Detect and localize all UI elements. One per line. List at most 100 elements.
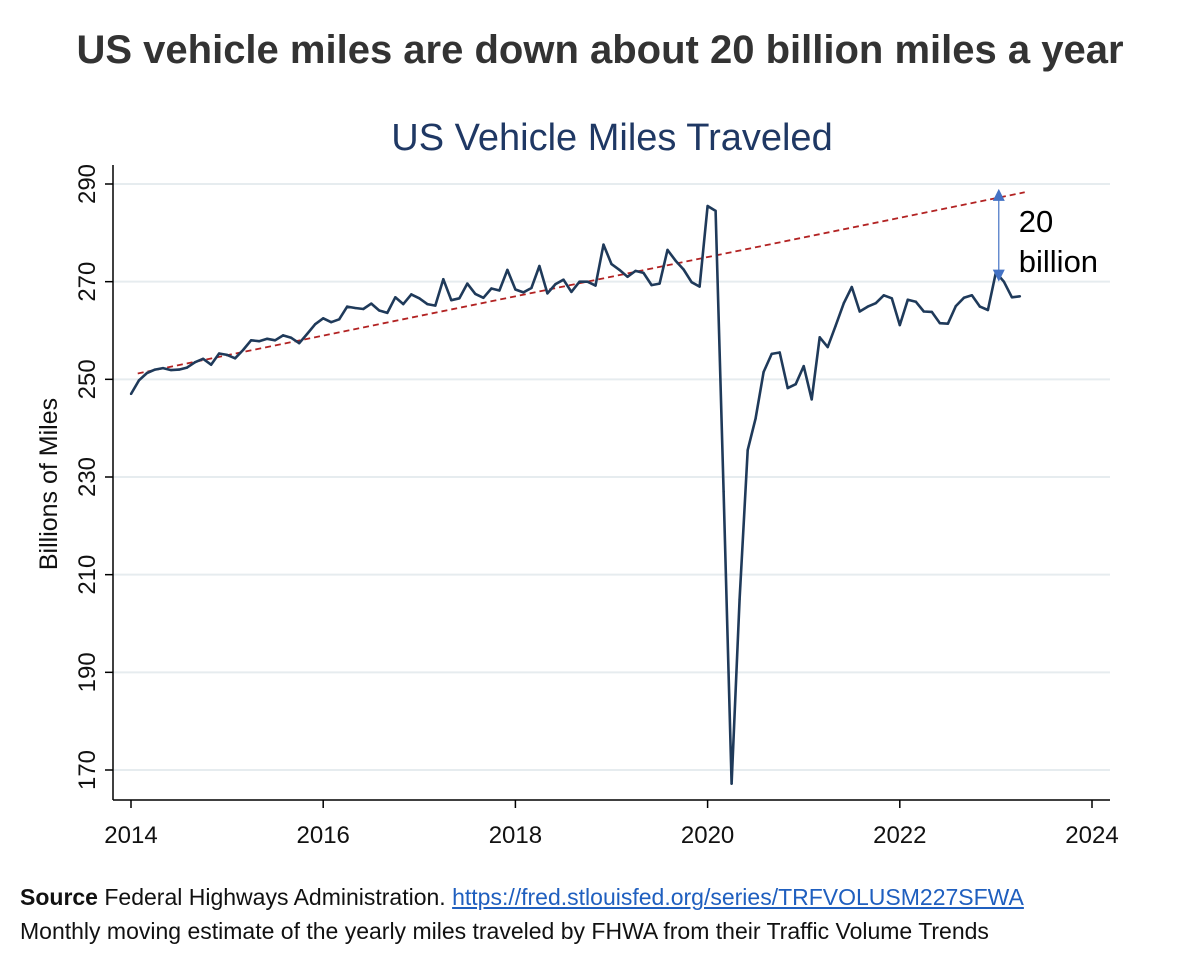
data-point <box>1002 280 1006 283</box>
data-point <box>177 368 181 371</box>
data-point <box>225 353 229 357</box>
data-point <box>786 386 789 390</box>
data-point <box>658 282 661 285</box>
data-point <box>394 296 397 299</box>
data-point <box>370 302 373 305</box>
data-point <box>746 448 749 452</box>
data-point <box>882 294 885 297</box>
data-point <box>930 310 934 314</box>
data-point <box>586 280 589 283</box>
data-point <box>626 275 629 278</box>
data-point <box>273 339 277 342</box>
data-point <box>594 284 597 287</box>
y-tick-label-290: 290 <box>74 164 101 204</box>
data-point <box>305 332 309 336</box>
data-point <box>706 204 709 208</box>
y-tick-label-270: 270 <box>74 262 101 302</box>
x-tick-label-2022: 2022 <box>873 822 926 849</box>
gridlines <box>113 183 1110 771</box>
data-point <box>265 337 269 341</box>
data-point <box>362 307 365 311</box>
annotation-arrow-head-down <box>992 269 1005 282</box>
data-point <box>474 292 477 296</box>
data-point <box>674 259 677 262</box>
annotation-label-line: billion <box>1019 244 1098 279</box>
data-point <box>850 285 853 289</box>
data-point <box>185 366 189 369</box>
data-point <box>506 268 509 272</box>
data-point <box>338 318 341 321</box>
data-point <box>241 348 245 352</box>
y-tick-label-250: 250 <box>74 359 101 399</box>
data-point <box>386 311 389 315</box>
data-point <box>426 302 429 306</box>
y-tick-label-230: 230 <box>74 457 101 497</box>
series-line-0 <box>129 204 1021 786</box>
data-point <box>322 317 325 320</box>
data-point <box>858 310 861 313</box>
data-point <box>482 296 485 299</box>
y-tick-label-210: 210 <box>74 555 101 595</box>
data-point <box>578 280 581 283</box>
data-point <box>169 368 173 372</box>
data-point <box>514 288 517 291</box>
data-point <box>610 262 613 266</box>
annotation-label-line: 20 <box>1019 204 1053 239</box>
annotation-arrow-head-up <box>992 188 1005 201</box>
data-point <box>634 269 637 273</box>
source-link[interactable]: https://fred.stlouisfed.org/series/TRFVO… <box>452 884 1024 910</box>
footer-source: Source Federal Highways Administration. … <box>20 884 1190 911</box>
data-point <box>498 289 501 292</box>
data-point <box>257 340 261 343</box>
data-point <box>666 248 669 252</box>
data-point <box>770 352 773 356</box>
data-point <box>802 364 805 368</box>
y-axis: 170 190 210 230 250 270 290 <box>74 164 114 800</box>
data-point <box>794 383 797 386</box>
data-point <box>442 278 445 281</box>
data-point <box>329 320 333 324</box>
data-point <box>314 322 317 326</box>
data-point <box>962 296 966 299</box>
data-point <box>650 283 653 287</box>
data-point <box>466 282 469 285</box>
data-point <box>193 361 197 364</box>
data-point <box>490 287 493 290</box>
data-point <box>346 305 349 308</box>
data-point <box>738 597 741 601</box>
source-text: Federal Highways Administration. <box>104 884 446 910</box>
data-point <box>954 304 958 308</box>
data-point <box>281 334 285 337</box>
data-point <box>201 357 205 361</box>
data-point <box>826 345 829 349</box>
x-tick-label-2016: 2016 <box>297 822 350 849</box>
data-point <box>161 366 165 370</box>
data-point <box>1010 296 1014 299</box>
data-point <box>946 322 950 325</box>
data-point <box>754 417 757 420</box>
data-point <box>810 398 813 401</box>
data-point <box>418 297 421 300</box>
data-point <box>249 339 253 342</box>
data-point <box>698 285 701 288</box>
data-point <box>898 323 901 327</box>
data-point <box>874 301 877 305</box>
data-point <box>922 310 926 313</box>
data-point <box>778 351 781 354</box>
x-tick-label-2024: 2024 <box>1065 822 1118 849</box>
data-point <box>153 368 157 371</box>
data-point <box>642 271 645 275</box>
data-point <box>890 297 894 300</box>
data-point <box>722 490 725 493</box>
data-point <box>978 305 982 308</box>
data-point <box>129 392 133 396</box>
data-point <box>834 324 837 327</box>
data-point <box>842 301 845 305</box>
data-point <box>522 291 525 294</box>
data-point <box>209 363 213 366</box>
data-point <box>554 282 557 286</box>
chart-title: US Vehicle Miles Traveled <box>391 117 832 159</box>
data-point <box>434 304 437 307</box>
data-point <box>546 292 549 295</box>
data-point <box>458 297 461 300</box>
